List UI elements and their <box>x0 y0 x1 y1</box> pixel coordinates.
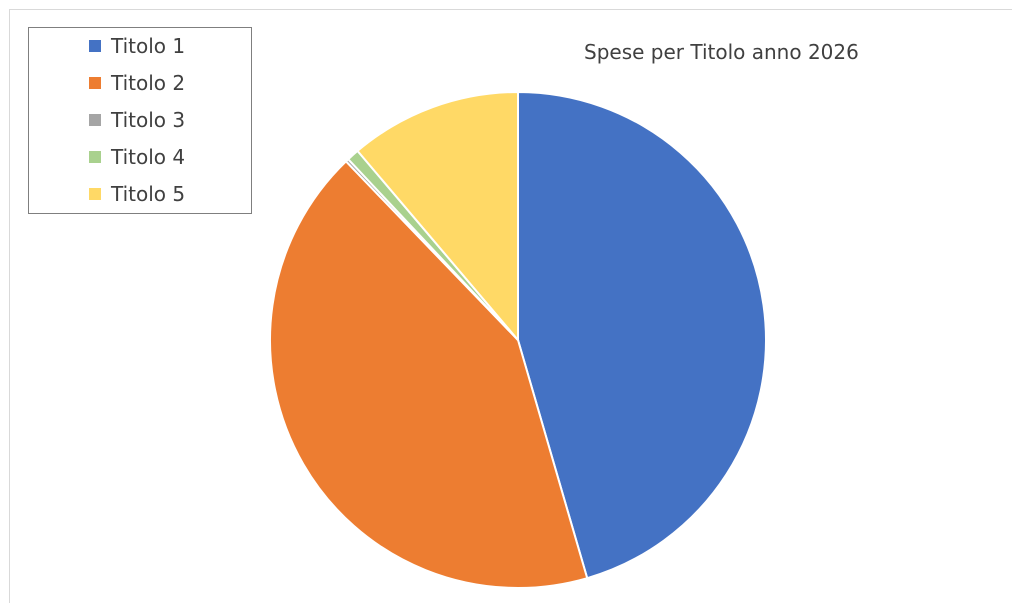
pie-slice-titolo-5 <box>356 91 519 341</box>
legend-label: Titolo 2 <box>111 71 186 95</box>
legend-swatch <box>89 77 101 89</box>
chart-title: Spese per Titolo anno 2026 <box>584 40 859 64</box>
legend-swatch <box>89 188 101 200</box>
legend-item-titolo-3: Titolo 3 <box>89 105 185 135</box>
legend-label: Titolo 5 <box>111 182 186 206</box>
legend-swatch <box>89 114 101 126</box>
chart-area <box>9 9 1012 603</box>
legend-swatch <box>89 151 101 163</box>
legend-item-titolo-2: Titolo 2 <box>89 68 185 98</box>
legend: Titolo 1 Titolo 2 Titolo 3 Titolo 4 Tito… <box>28 27 252 214</box>
legend-item-titolo-4: Titolo 4 <box>89 142 185 172</box>
legend-label: Titolo 4 <box>111 145 186 169</box>
legend-swatch <box>89 40 101 52</box>
legend-label: Titolo 3 <box>111 108 186 132</box>
pie-slices <box>269 91 767 589</box>
legend-label: Titolo 1 <box>111 34 186 58</box>
legend-item-titolo-1: Titolo 1 <box>89 31 185 61</box>
pie-slice-titolo-2 <box>269 160 589 589</box>
legend-item-titolo-5: Titolo 5 <box>89 179 185 209</box>
pie-slice-titolo-1 <box>517 91 767 580</box>
